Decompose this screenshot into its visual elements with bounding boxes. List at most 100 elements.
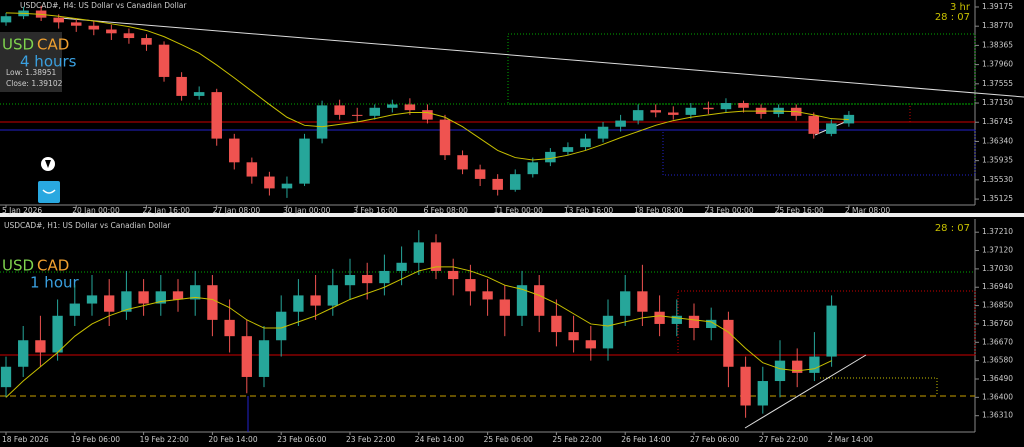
- y-tick-label: 1.36340: [982, 136, 1013, 145]
- candle-body: [141, 38, 152, 45]
- candle-body: [88, 25, 100, 30]
- trend-line: [59, 17, 1024, 98]
- y-tick-label: 1.36400: [982, 392, 1013, 401]
- candle-body: [439, 119, 451, 156]
- candle-body: [792, 360, 803, 373]
- candle-body: [650, 110, 661, 113]
- candle-body: [334, 105, 345, 115]
- y-tick-label: 1.38770: [982, 21, 1013, 30]
- y-tick-label: 1.35530: [982, 175, 1013, 184]
- candle-body: [0, 366, 12, 388]
- chart-title: USDCAD#, H4: US Dollar vs Canadian Dolla…: [20, 1, 187, 10]
- y-tick-label: 1.37150: [982, 98, 1013, 107]
- candle-body: [534, 285, 545, 316]
- candle-body: [527, 162, 539, 175]
- y-tick-label: 1.36850: [982, 301, 1013, 310]
- candle-body: [104, 295, 115, 312]
- x-tick-label: 18 Feb 08:00: [634, 206, 683, 215]
- candle-body: [516, 285, 528, 316]
- candle-body: [52, 315, 63, 353]
- candle-body: [369, 107, 381, 116]
- x-tick-label: 25 Feb 16:00: [775, 206, 824, 215]
- timer: 28 : 07: [935, 12, 970, 23]
- y-tick-label: 1.36940: [982, 282, 1013, 291]
- x-tick-label: 11 Feb 00:00: [494, 206, 543, 215]
- candle-body: [740, 366, 751, 406]
- candle-body: [654, 311, 665, 324]
- candle-body: [327, 285, 338, 306]
- trend-line: [744, 354, 867, 429]
- candle-body: [720, 103, 732, 110]
- candle-body: [509, 174, 521, 190]
- candle-body: [351, 114, 363, 116]
- candle-body: [264, 176, 275, 189]
- y-tick-label: 1.39175: [982, 2, 1013, 11]
- info-line: Close: 1.39102: [6, 79, 63, 88]
- y-tick-label: 1.36580: [982, 356, 1013, 365]
- symbol-quote: CAD: [37, 257, 69, 275]
- candle-body: [193, 92, 205, 96]
- candle-body: [258, 340, 270, 377]
- candle-body: [299, 138, 310, 184]
- x-tick-label: 23 Feb 00:00: [704, 206, 753, 215]
- candle-body: [224, 319, 235, 337]
- candle-body: [597, 126, 609, 139]
- candle-body: [615, 120, 626, 127]
- y-tick-label: 1.36670: [982, 337, 1013, 346]
- chart-title: USDCAD#, H1: US Dollar vs Canadian Dolla…: [4, 221, 171, 230]
- candle-body: [774, 360, 786, 382]
- candle-body: [499, 299, 510, 316]
- candle-body: [190, 285, 201, 300]
- x-tick-label: 2 Mar 08:00: [845, 206, 891, 215]
- candle-body: [70, 22, 82, 26]
- x-tick-label: 25 Feb 06:00: [484, 435, 533, 444]
- candle-body: [668, 112, 679, 115]
- candle-body: [362, 275, 373, 284]
- candle-body: [276, 311, 287, 341]
- candle-body: [123, 33, 135, 39]
- x-tick-label: 27 Feb 06:00: [690, 435, 739, 444]
- tool-icon: [38, 181, 60, 203]
- moving-average: [5, 266, 832, 398]
- candle-body: [545, 151, 556, 163]
- info-line: Low: 1.38951: [6, 68, 57, 77]
- x-tick-label: 30 Jan 00:00: [283, 206, 331, 215]
- candle-body: [211, 92, 222, 139]
- candle-body: [809, 356, 820, 373]
- candle-body: [246, 162, 258, 177]
- y-tick-label: 1.37555: [982, 79, 1013, 88]
- timer: 3 hr: [950, 2, 971, 13]
- candle-body: [457, 155, 468, 170]
- candle-body: [138, 291, 149, 304]
- y-tick-label: 1.36760: [982, 319, 1013, 328]
- candle-body: [69, 303, 80, 316]
- candle-body: [808, 115, 820, 134]
- symbol-base: USD: [2, 36, 34, 54]
- candle-body: [602, 315, 614, 349]
- candle-body: [158, 44, 170, 77]
- candle-body: [568, 332, 579, 341]
- candle-body: [723, 319, 734, 367]
- candle-body: [671, 315, 682, 324]
- candle-body: [685, 107, 697, 115]
- candle-body: [706, 319, 717, 329]
- timeframe-label: 4 hours: [20, 53, 77, 71]
- candle-body: [688, 315, 700, 329]
- candle-body: [241, 336, 252, 377]
- candle-body: [585, 340, 596, 349]
- candle-body: [310, 295, 321, 306]
- candle-body: [207, 285, 218, 320]
- x-tick-label: 22 Jan 16:00: [142, 206, 190, 215]
- y-tick-label: 1.36745: [982, 117, 1013, 126]
- x-tick-label: 23 Feb 22:00: [346, 435, 395, 444]
- candle-body: [492, 178, 503, 190]
- candle-body: [620, 291, 631, 316]
- pane-separator: [0, 213, 1024, 217]
- zone-box: [820, 377, 938, 396]
- candle-body: [86, 295, 98, 304]
- y-tick-label: 1.37120: [982, 246, 1013, 255]
- candle-body: [172, 291, 184, 300]
- candle-body: [738, 103, 749, 108]
